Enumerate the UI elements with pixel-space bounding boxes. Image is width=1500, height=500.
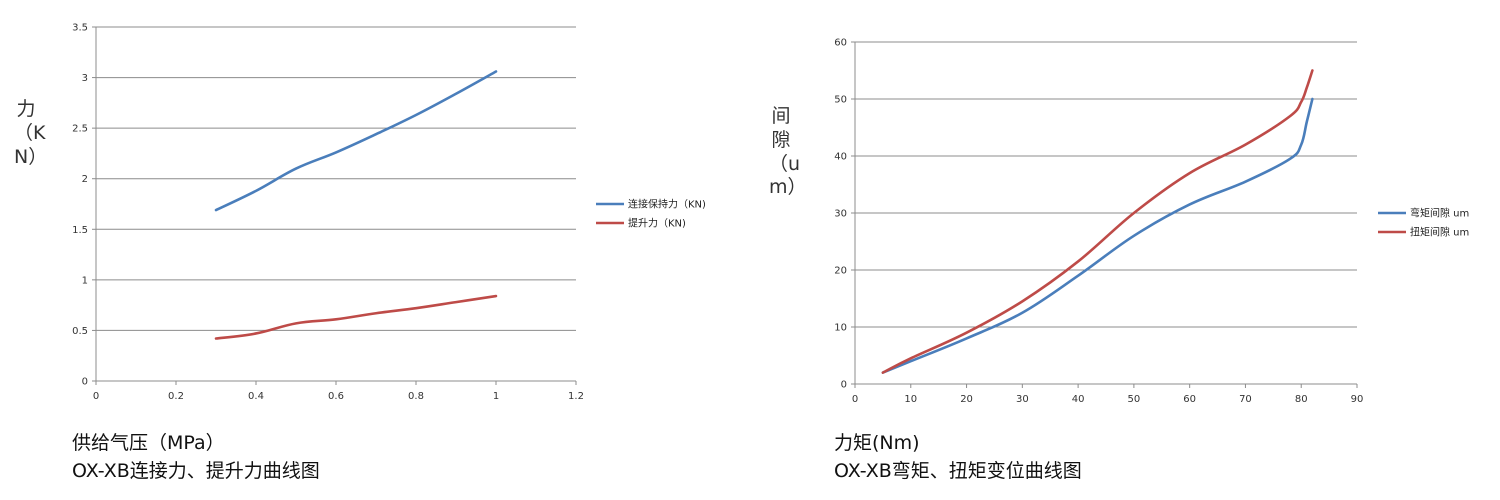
chart-caption: OX-XB弯矩、扭矩变位曲线图	[834, 460, 1082, 482]
legend-label: 扭矩间隙 um	[1410, 226, 1469, 239]
y-tick-label: 60	[834, 38, 847, 49]
y-tick-label: 3	[82, 73, 88, 84]
x-tick-label: 10	[904, 394, 917, 405]
legend-label: 连接保持力（KN)	[628, 198, 706, 211]
x-tick-label: 0	[852, 394, 858, 405]
x-tick-label: 20	[960, 394, 973, 405]
series-line-1	[214, 70, 498, 212]
y-tick-label: 2.5	[72, 124, 88, 135]
x-axis-label: 供给气压（MPa）	[72, 432, 225, 454]
y-axis-label: 间隙（um）	[769, 105, 807, 199]
y-tick-label: 1.5	[72, 225, 88, 236]
y-tick-label: 10	[834, 323, 847, 334]
x-tick-label: 90	[1351, 394, 1364, 405]
chart-right: 0 10 20 30 40 50 60 0 10 20 30 40 50 60 70 80 90 弯矩间隙 um 扭…	[834, 38, 1469, 406]
x-tick-label: 0	[93, 391, 99, 402]
y-tick-label: 0.5	[72, 326, 88, 337]
y-axis-label: 力（KN）	[14, 98, 48, 168]
chart-panel-right: 0 10 20 30 40 50 60 0 10 20 30 40 50 60 70 80 90 弯矩间隙 um 扭…	[750, 0, 1500, 500]
y-tick-label: 1	[82, 275, 88, 286]
x-tick-label: 1	[493, 391, 499, 402]
x-tick-label: 0.4	[248, 391, 264, 402]
series-line-2	[214, 294, 498, 340]
y-tick-label: 20	[834, 266, 847, 277]
legend-label: 弯矩间隙 um	[1410, 207, 1469, 220]
x-tick-label: 0.8	[408, 391, 424, 402]
x-tick-label: 80	[1295, 394, 1308, 405]
y-tick-label: 30	[834, 209, 847, 220]
x-tick-label: 1.2	[568, 391, 584, 402]
y-tick-label: 0	[841, 380, 847, 391]
y-tick-label: 40	[834, 152, 847, 163]
chart-caption: OX-XB连接力、提升力曲线图	[72, 460, 320, 482]
chart-panel-left: 0 0.5 1 1.5 2 2.5 3 3.5 0 0.2 0.4 0.6 0.8 1 1.2 连接保持力（K…	[14, 23, 706, 483]
y-tick-label: 2	[82, 174, 88, 185]
y-tick-label: 3.5	[72, 23, 88, 34]
y-tick-label: 50	[834, 95, 847, 106]
chart-left: 0 0.5 1 1.5 2 2.5 3 3.5 0 0.2 0.4 0.6 0.8 1 1.2 连接保持力（K…	[72, 23, 706, 403]
x-tick-label: 0.6	[328, 391, 344, 402]
y-tick-label: 0	[82, 377, 88, 388]
x-tick-label: 70	[1239, 394, 1252, 405]
x-tick-label: 30	[1016, 394, 1029, 405]
x-tick-label: 60	[1183, 394, 1196, 405]
x-axis-label: 力矩(Nm)	[834, 432, 920, 454]
series-line-2	[881, 69, 1314, 374]
series-line-1	[881, 97, 1314, 374]
x-tick-label: 40	[1072, 394, 1085, 405]
x-tick-label: 0.2	[168, 391, 184, 402]
x-tick-label: 50	[1128, 394, 1141, 405]
legend-label: 提升力（KN)	[628, 217, 686, 230]
